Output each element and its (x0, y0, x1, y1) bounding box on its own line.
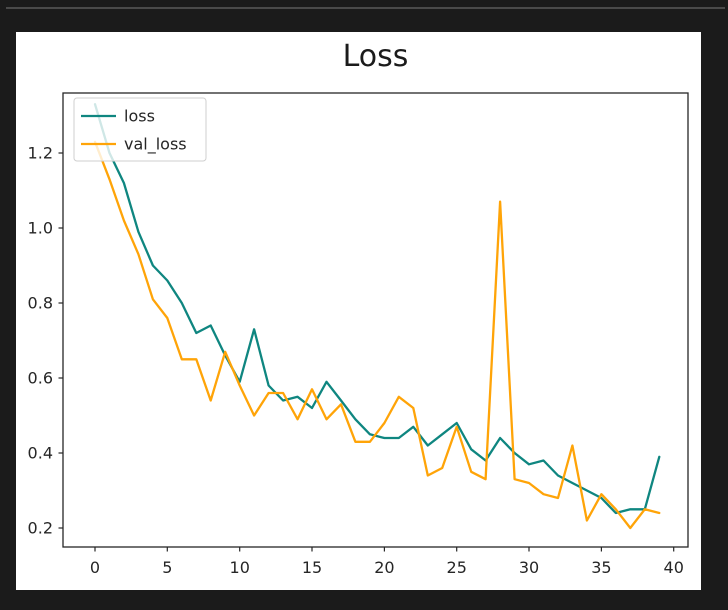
plot-area-border (62, 92, 689, 548)
window-top-border (6, 7, 725, 9)
y-axis-tick-label: 0.4 (28, 444, 53, 463)
x-axis-tick-label: 5 (162, 558, 172, 577)
y-axis-tick-label: 0.2 (28, 519, 53, 538)
legend-box (73, 97, 207, 162)
legend-label-val_loss: val_loss (124, 135, 187, 155)
legend-label-loss: loss (124, 107, 155, 126)
x-axis-tick-label: 30 (519, 558, 539, 577)
series-line-val_loss (93, 140, 661, 530)
x-axis-tick-label: 10 (230, 558, 250, 577)
matplotlib-figure: Loss 0 5 10 15 20 25 30 35 40 0.2 0.4 0.6 0.8 1.0 1.2 … (16, 32, 701, 590)
y-axis-tick-label: 0.6 (28, 369, 53, 388)
chart-title: Loss (343, 39, 409, 74)
series-line-loss (93, 103, 661, 515)
x-axis-tick-label: 15 (302, 558, 322, 577)
x-axis-tick-label: 35 (591, 558, 611, 577)
x-axis-tick-label: 25 (447, 558, 467, 577)
y-axis-tick-label: 1.2 (28, 144, 53, 163)
x-axis-tick-label: 20 (374, 558, 394, 577)
loss-chart: Loss 0 5 10 15 20 25 30 35 400.20.40.60.81.01.2 … (28, 39, 689, 577)
x-axis-tick-label: 0 (90, 558, 100, 577)
x-axis-tick-label: 40 (664, 558, 684, 577)
y-axis-tick-label: 1.0 (28, 219, 53, 238)
y-axis-tick-label: 0.8 (28, 294, 53, 313)
